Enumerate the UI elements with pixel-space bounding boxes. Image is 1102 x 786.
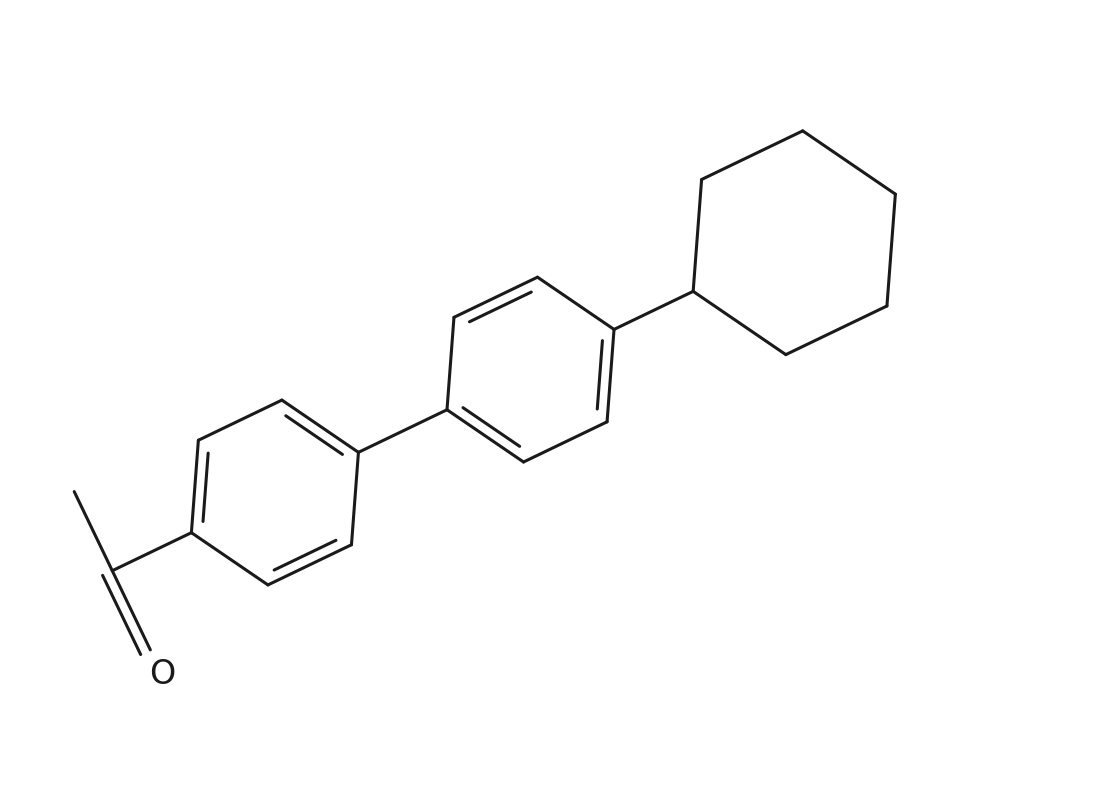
Text: O: O xyxy=(149,658,175,691)
